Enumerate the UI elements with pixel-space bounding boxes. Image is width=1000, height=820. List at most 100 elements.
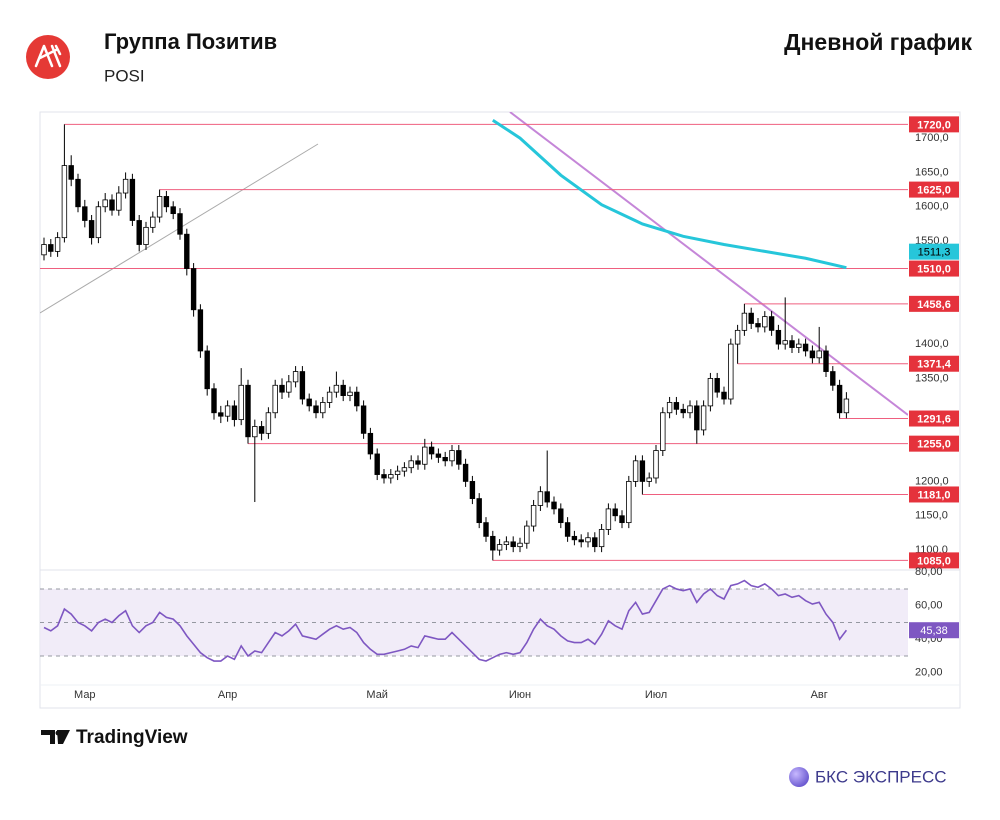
candle-body: [517, 542, 523, 548]
candle-body: [388, 474, 394, 479]
candle-body: [483, 522, 489, 537]
candle-body: [762, 316, 768, 328]
candle-body: [626, 481, 632, 524]
candle-body: [551, 501, 557, 510]
candle-body: [109, 199, 115, 211]
candle-body: [313, 405, 319, 414]
candle-body: [156, 196, 163, 218]
candle-body: [592, 537, 598, 548]
candle-body: [632, 460, 639, 482]
candle-body: [802, 343, 809, 352]
candle-body: [299, 371, 306, 400]
candle-body: [238, 384, 244, 421]
candle-body: [143, 226, 149, 245]
candle-body: [306, 398, 312, 407]
candle-body: [694, 405, 700, 431]
candle-body: [211, 388, 217, 414]
level-label-box: [909, 295, 959, 312]
candle-body: [61, 165, 68, 239]
candle-body: [544, 491, 550, 503]
y-tick-label: 1400,0: [915, 338, 949, 350]
candle-body: [456, 450, 462, 465]
candle-body: [748, 312, 754, 324]
candle-body: [218, 412, 224, 417]
candle-body: [510, 541, 516, 548]
candle-body: [775, 329, 782, 345]
candle-body: [184, 233, 190, 269]
candle-body: [714, 378, 720, 393]
candle-body: [564, 522, 571, 537]
company-name: Группа Позитив: [104, 29, 277, 54]
candle-body: [653, 450, 659, 479]
candle-body: [571, 535, 578, 541]
candle-body: [721, 391, 727, 400]
candle-body: [666, 402, 673, 414]
ma-label-box: [909, 243, 959, 260]
source: TradingView: [76, 727, 188, 748]
candle-body: [272, 384, 278, 414]
candle-body: [605, 508, 612, 530]
candle-body: [116, 192, 122, 211]
candle-body: [796, 343, 802, 348]
logo: [26, 35, 70, 79]
ticker: POSI: [104, 66, 145, 85]
panel-border: [39, 111, 961, 709]
candle-body: [54, 237, 61, 252]
candle-body: [428, 446, 435, 455]
candle-body: [347, 391, 353, 396]
candle-body: [612, 508, 618, 517]
x-tick-label: Июл: [645, 689, 667, 701]
candle-body: [836, 384, 843, 414]
y-tick-label: 1200,0: [915, 475, 949, 487]
chart-subtitle: Дневной график: [784, 29, 972, 55]
candle-body: [646, 477, 652, 482]
candle-body: [326, 391, 333, 403]
level-label-box: [909, 355, 959, 372]
candle-body: [136, 220, 142, 245]
rsi-label-box: [909, 622, 959, 639]
candle-body: [728, 343, 734, 400]
candle-body: [843, 398, 850, 414]
candle-body: [816, 350, 822, 359]
axes: 1100,01150,01200,01350,01400,01550,01600…: [74, 116, 959, 701]
level-label-box: [909, 181, 959, 198]
candle-body: [809, 350, 816, 359]
candle-body: [734, 329, 741, 345]
candle-body: [782, 340, 788, 345]
candle-body: [639, 460, 646, 482]
candle-body: [48, 244, 54, 252]
candle-body: [462, 463, 469, 482]
candle-body: [537, 491, 544, 506]
rsi-tick-label: 20,00: [915, 667, 943, 679]
ma-label: 1511,3: [918, 247, 951, 259]
candle-body: [768, 316, 775, 331]
candle-body: [177, 213, 183, 235]
x-tick-label: Май: [366, 689, 388, 701]
candle-body: [75, 178, 81, 208]
candle-body: [660, 412, 666, 451]
candle-body: [558, 508, 564, 524]
candle-body: [530, 505, 537, 527]
level-label-box: [909, 435, 959, 452]
level-label-box: [909, 410, 959, 427]
candle-body: [122, 178, 129, 194]
candle-body: [41, 244, 47, 256]
candle-body: [435, 453, 442, 458]
rsi-tick-label: 60,00: [915, 600, 943, 612]
candle-body: [279, 384, 285, 393]
candle-body: [190, 268, 197, 311]
candle-body: [231, 405, 238, 421]
candle-body: [401, 467, 408, 472]
candle-body: [245, 384, 251, 438]
moving-average: [491, 118, 847, 270]
rsi-label: 45,38: [920, 625, 948, 637]
candle-body: [340, 384, 346, 396]
x-tick-label: Мар: [74, 689, 96, 701]
candle-body: [333, 384, 340, 393]
y-tick-label: 1700,0: [915, 132, 949, 144]
x-tick-label: Апр: [218, 689, 237, 701]
candle-body: [82, 206, 88, 221]
candle-body: [163, 196, 170, 208]
candle-body: [95, 206, 102, 239]
